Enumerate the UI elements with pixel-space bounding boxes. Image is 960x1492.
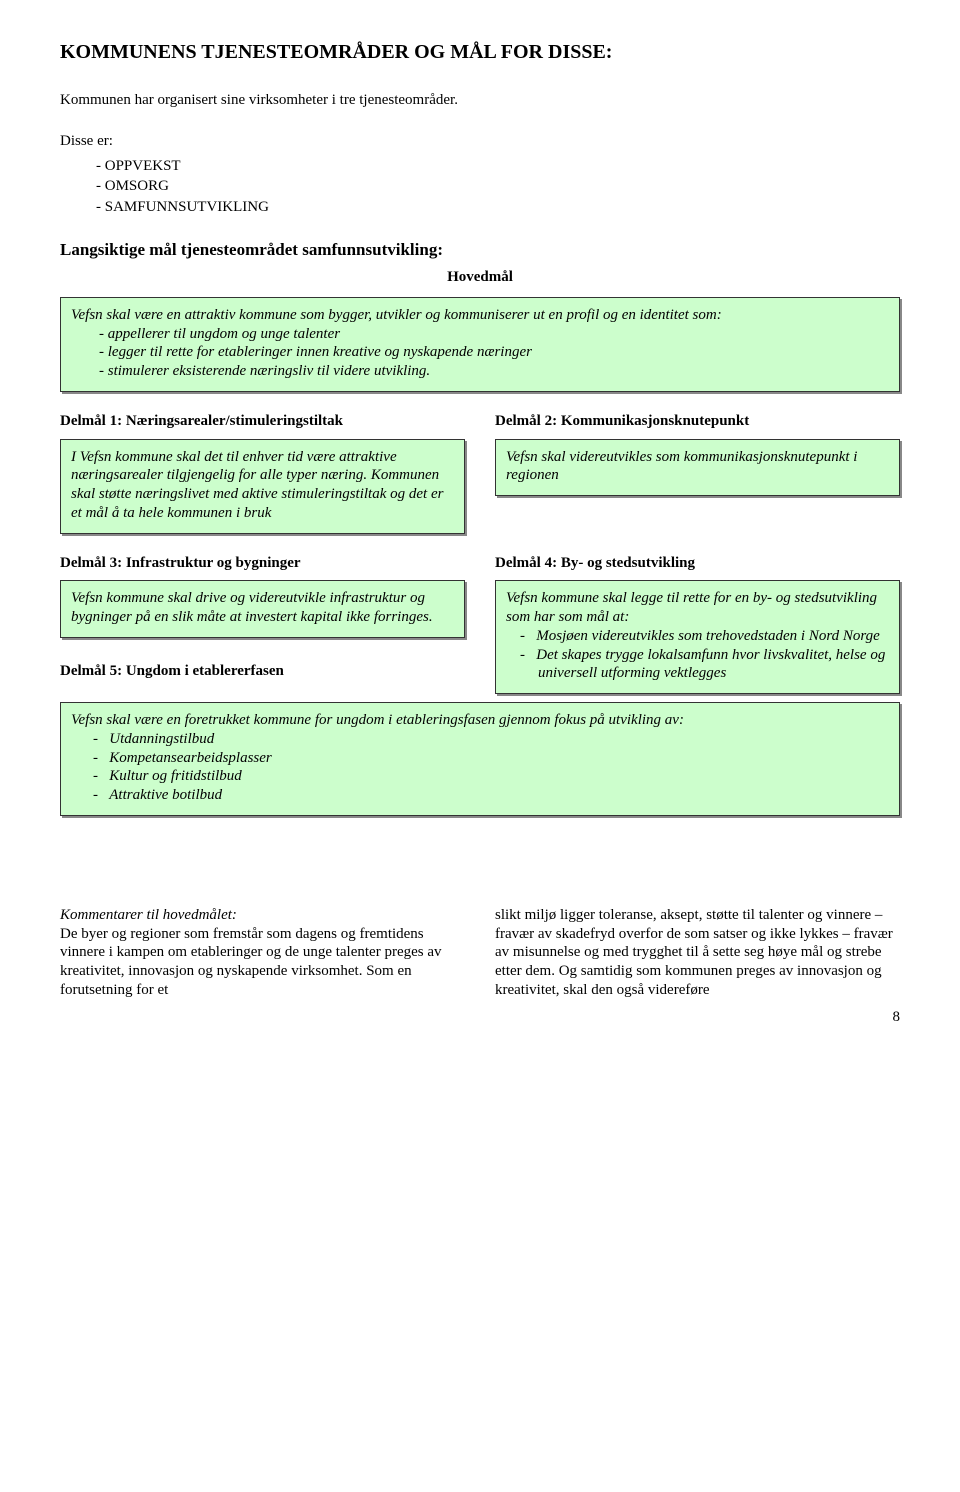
page-number: 8 (495, 1008, 900, 1027)
delmal4-list: - Mosjøen videreutvikles som trehovedsta… (506, 627, 889, 683)
delmal2-label: Delmål 2: Kommunikasjonsknutepunkt (495, 412, 900, 431)
bottom-right-text: slikt miljø ligger toleranse, aksept, st… (495, 906, 900, 1000)
hovedmal-item: stimulerer eksisterende næringsliv til v… (99, 362, 889, 381)
bottom-left-text: De byer og regioner som fremstår som dag… (60, 925, 465, 1000)
delmal5-lead: Vefsn skal være en foretrukket kommune f… (71, 711, 889, 730)
kommentarer-head: Kommentarer til hovedmålet: (60, 906, 465, 925)
page-title: KOMMUNENS TJENESTEOMRÅDER OG MÅL FOR DIS… (60, 40, 900, 65)
hovedmal-box: Vefsn skal være en attraktiv kommune som… (60, 297, 900, 392)
delmal5-list: - Utdanningstilbud - Kompetansearbeidspl… (71, 730, 889, 805)
intro-text: Kommunen har organisert sine virksomhete… (60, 91, 900, 110)
top-list: OPPVEKST OMSORG SAMFUNNSUTVIKLING (96, 157, 900, 217)
delmal1-label: Delmål 1: Næringsarealer/stimuleringstil… (60, 412, 465, 431)
delmal4-lead: Vefsn kommune skal legge til rette for e… (506, 589, 889, 627)
delmal5-item: - Kompetansearbeidsplasser (71, 749, 889, 768)
delmal2-box: Vefsn skal videreutvikles som kommunikas… (495, 439, 900, 497)
delmal4-box: Vefsn kommune skal legge til rette for e… (495, 580, 900, 694)
top-list-item: OPPVEKST (96, 157, 900, 176)
hovedmal-item: legger til rette for etableringer innen … (99, 343, 889, 362)
top-list-item: OMSORG (96, 177, 900, 196)
hovedmal-lead: Vefsn skal være en attraktiv kommune som… (71, 306, 889, 325)
delmal5-item: - Utdanningstilbud (71, 730, 889, 749)
hovedmal-list: appellerer til ungdom og unge talenter l… (99, 325, 889, 381)
delmal4-item: - Det skapes trygge lokalsamfunn hvor li… (506, 646, 889, 684)
delmal3-label: Delmål 3: Infrastruktur og bygninger (60, 554, 465, 573)
langsiktig-heading: Langsiktige mål tjenesteområdet samfunns… (60, 239, 900, 260)
top-list-item: SAMFUNNSUTVIKLING (96, 198, 900, 217)
delmal5-item: - Kultur og fritidstilbud (71, 767, 889, 786)
delmal5-item: - Attraktive botilbud (71, 786, 889, 805)
delmal1-box: I Vefsn kommune skal det til enhver tid … (60, 439, 465, 534)
delmal5-box: Vefsn skal være en foretrukket kommune f… (60, 702, 900, 816)
bottom-columns: Kommentarer til hovedmålet: De byer og r… (60, 906, 900, 1027)
delmal3-box: Vefsn kommune skal drive og videreutvikl… (60, 580, 465, 638)
delmal4-label: Delmål 4: By- og stedsutvikling (495, 554, 900, 573)
delmal5-label: Delmål 5: Ungdom i etablererfasen (60, 662, 465, 681)
hovedmal-label: Hovedmål (60, 268, 900, 287)
disse-er-label: Disse er: (60, 132, 900, 151)
delmal4-item: - Mosjøen videreutvikles som trehovedsta… (506, 627, 889, 646)
hovedmal-item: appellerer til ungdom og unge talenter (99, 325, 889, 344)
